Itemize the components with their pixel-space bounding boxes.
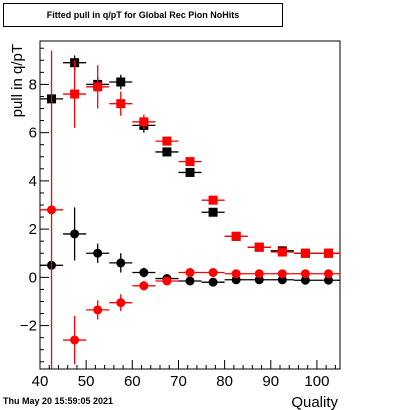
y-axis-label: pull in q/pT [9, 44, 26, 117]
series-2 [63, 60, 340, 258]
series-4 [40, 50, 340, 369]
data-point-circle [277, 269, 287, 279]
x-tick-label: 80 [216, 373, 233, 390]
y-tick-label: 4 [29, 173, 37, 190]
data-point-square [116, 99, 126, 109]
data-point-square [300, 248, 310, 258]
data-point-circle [116, 298, 126, 308]
data-point-square [116, 77, 126, 87]
data-point-circle [231, 269, 241, 279]
x-tick-label: 40 [32, 373, 49, 390]
timestamp: Thu May 20 15:59:05 2021 [3, 396, 114, 406]
data-point-circle [208, 268, 218, 278]
data-point-square [185, 157, 195, 167]
data-point-circle [70, 335, 80, 345]
data-point-circle [300, 275, 310, 285]
y-tick-label: 0 [29, 269, 37, 286]
data-point-square [162, 147, 172, 157]
data-point-circle [93, 248, 103, 258]
axes-group: 40 50 60 70 80 90 100 −2 0 2 4 6 8 [20, 47, 336, 390]
data-point-square [208, 195, 218, 205]
data-point-square [139, 117, 149, 127]
data-point-square [70, 89, 80, 99]
data-point-circle [162, 276, 172, 286]
y-tick-label: 2 [29, 221, 37, 238]
series-1 [40, 55, 340, 258]
data-point-square [208, 207, 218, 217]
x-tick-label: 90 [262, 373, 279, 390]
data-point-square [162, 136, 172, 146]
data-point-circle [185, 268, 195, 278]
y-tick-label: −2 [20, 318, 37, 335]
data-point-circle [139, 268, 149, 278]
data-point-circle [208, 277, 218, 287]
x-tick-label: 60 [124, 373, 141, 390]
data-point-square [254, 242, 264, 252]
data-point-circle [93, 305, 103, 315]
y-tick-label: 6 [29, 125, 37, 142]
x-tick-label: 70 [170, 373, 187, 390]
data-point-circle [70, 229, 80, 239]
y-tick-label: 8 [29, 76, 37, 93]
chart-title: Fitted pull in q/pT for Global Rec Pion … [3, 3, 283, 27]
x-axis-label: Quality [291, 394, 338, 410]
data-point-circle [300, 269, 310, 279]
data-point-square [93, 82, 103, 92]
data-point-square [323, 248, 333, 258]
data-point-square [185, 167, 195, 177]
data-point-square [277, 247, 287, 257]
data-point-circle [254, 269, 264, 279]
x-tick-label: 100 [304, 373, 329, 390]
x-tick-label: 50 [78, 373, 95, 390]
data-point-circle [139, 281, 149, 291]
data-point-circle [323, 275, 333, 285]
data-point-square [231, 231, 241, 241]
data-point-circle [323, 269, 333, 279]
plot-frame [39, 40, 341, 370]
data-marks [40, 50, 340, 369]
data-point-circle [185, 276, 195, 286]
data-point-circle [116, 258, 126, 268]
data-point-circle [47, 205, 57, 215]
